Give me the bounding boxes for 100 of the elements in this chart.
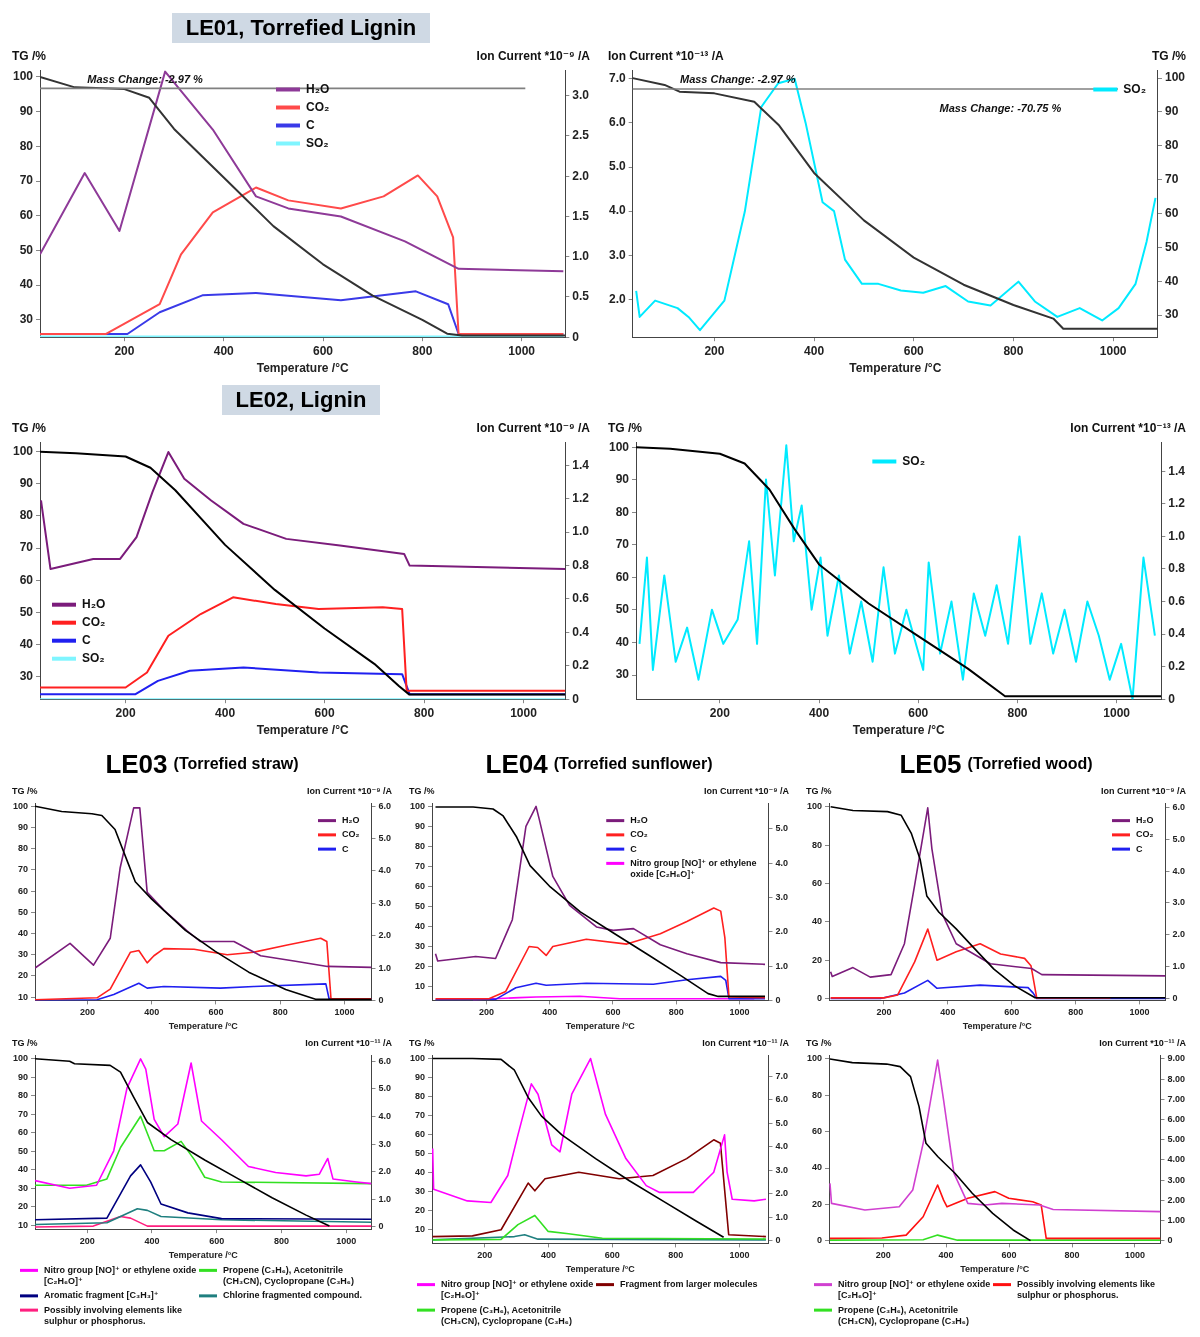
- x-axis-title: Temperature /°C: [962, 1021, 1033, 1032]
- x-axis-title: Temperature /°C: [168, 1021, 239, 1032]
- legend-label: H₂O: [82, 597, 106, 612]
- y2-tick-label: 2.0: [378, 1166, 391, 1177]
- x-tick-label: 200: [477, 1250, 493, 1261]
- x-tick-label: 800: [412, 343, 433, 358]
- y-tick-label: 70: [415, 861, 426, 872]
- y2-tick-label: 6.0: [378, 1055, 391, 1066]
- y-tick-label: 40: [19, 277, 34, 292]
- x-tick-label: 800: [273, 1236, 289, 1247]
- y-tick-label: 100: [12, 443, 34, 458]
- legend-label: SO₂: [1123, 81, 1146, 96]
- y2-tick-label: 100: [1164, 70, 1186, 85]
- x-tick-label: 200: [704, 343, 725, 358]
- y2-tick-label: 80: [1164, 138, 1179, 153]
- y-tick-label: 60: [18, 1127, 29, 1138]
- y-tick-label: 5.0: [608, 159, 626, 174]
- legend-label: Possibly involving elements like sulphur or phosphorus.: [44, 1304, 183, 1326]
- y2-tick-label: 40: [1164, 273, 1179, 288]
- legend-label: Nitro group [NO]⁺ or ethylene oxide [C₂H₆O]⁺: [838, 1279, 991, 1301]
- x-tick-label: 600: [314, 705, 335, 720]
- y2-tick-label: 7.0: [775, 1070, 788, 1081]
- x-tick-label: 1000: [1099, 343, 1127, 358]
- y2-tick-label: 50: [1164, 239, 1179, 254]
- y-tick-label: 30: [18, 949, 29, 960]
- y-tick-label: 80: [19, 508, 34, 523]
- y-axis-title: TG /%: [12, 1037, 38, 1048]
- x-tick-label: 600: [1001, 1250, 1017, 1261]
- y-tick-label: 30: [415, 1186, 426, 1197]
- y-tick-label: 40: [812, 1162, 823, 1173]
- y2-tick-label: 5.0: [1172, 833, 1185, 844]
- y-tick-label: 70: [19, 540, 34, 555]
- legend-label: CO₂: [630, 829, 648, 840]
- legend-label: C: [630, 843, 638, 854]
- x-tick-label: 200: [478, 1007, 494, 1018]
- chart-title: LE04: [485, 748, 548, 780]
- y2-tick-label: 4.0: [775, 857, 788, 868]
- y-tick-label: 7.0: [608, 71, 626, 86]
- y2-tick-label: 2.00: [1167, 1194, 1186, 1205]
- y-tick-label: 100: [12, 800, 29, 811]
- y2-tick-label: 60: [1164, 205, 1179, 220]
- legend-label: Nitro group [NO]⁺ or ethylene oxide [C₂H₆O]⁺: [44, 1264, 197, 1287]
- y2-tick-label: 0.2: [572, 658, 590, 673]
- x-tick-label: 800: [1003, 343, 1024, 358]
- y-tick-label: 6.0: [608, 115, 626, 130]
- y-tick-label: 40: [18, 928, 29, 939]
- x-tick-label: 800: [1064, 1250, 1080, 1261]
- y-tick-label: 20: [812, 1198, 823, 1209]
- y2-tick-label: 8.00: [1167, 1073, 1186, 1084]
- x-tick-label: 400: [213, 343, 235, 358]
- legend-label: Possibly involving elements like sulphur or phosphorus.: [1017, 1279, 1156, 1301]
- y-tick-label: 80: [812, 839, 823, 850]
- y-tick-label: 10: [18, 991, 29, 1002]
- y-tick-label: 80: [812, 1089, 823, 1100]
- y-tick-label: 20: [18, 1201, 29, 1212]
- legend-label: SO₂: [306, 135, 329, 150]
- y2-tick-label: 3.0: [572, 88, 590, 103]
- x-tick-label: 600: [908, 705, 929, 720]
- y2-tick-label: 1.0: [378, 1193, 391, 1204]
- x-tick-label: 800: [1007, 705, 1028, 720]
- x-tick-label: 400: [940, 1007, 956, 1018]
- y-tick-label: 100: [12, 69, 34, 84]
- y2-axis-title: Ion Current *10⁻¹¹ /A: [1099, 1037, 1187, 1048]
- x-tick-label: 400: [938, 1250, 954, 1261]
- y2-tick-label: 0.8: [1168, 561, 1186, 576]
- x-tick-label: 600: [313, 343, 334, 358]
- y2-tick-label: 0: [378, 1221, 384, 1232]
- y2-tick-label: 1.2: [1168, 496, 1186, 511]
- y2-axis-title: Ion Current *10⁻⁹ /A: [1100, 785, 1187, 796]
- y2-tick-label: 2.0: [775, 926, 788, 937]
- x-tick-label: 800: [668, 1007, 684, 1018]
- x-tick-label: 400: [215, 705, 236, 720]
- y-axis-title: TG /%: [409, 1037, 435, 1048]
- y2-tick-label: 0: [1168, 691, 1176, 706]
- y2-tick-label: 0: [572, 329, 580, 344]
- x-tick-label: 600: [208, 1007, 224, 1018]
- y-tick-label: 100: [409, 1052, 426, 1063]
- x-tick-label: 200: [875, 1250, 891, 1261]
- y-tick-label: 70: [415, 1110, 426, 1121]
- y-tick-label: 30: [18, 1182, 29, 1193]
- chart-subtitle: (Torrefied wood): [967, 755, 1093, 773]
- y2-tick-label: 6.00: [1167, 1113, 1186, 1124]
- y2-tick-label: 0: [775, 1235, 781, 1246]
- y-tick-label: 90: [19, 103, 34, 118]
- y-tick-label: 90: [415, 1071, 426, 1082]
- y-tick-label: 80: [415, 841, 426, 852]
- legend-label: H₂O: [306, 81, 330, 96]
- y-axis-title: TG /%: [806, 1037, 832, 1048]
- y-tick-label: 90: [18, 821, 29, 832]
- y-tick-label: 80: [18, 1090, 29, 1101]
- y2-tick-label: 4.0: [775, 1141, 788, 1152]
- y-tick-label: 100: [409, 801, 426, 812]
- x-tick-label: 1000: [336, 1236, 357, 1247]
- y2-tick-label: 70: [1164, 172, 1179, 187]
- y2-tick-label: 1.0: [1172, 961, 1185, 972]
- y-tick-label: 40: [812, 916, 823, 927]
- y-axis-title: TG /%: [806, 785, 832, 796]
- y-tick-label: 80: [19, 138, 34, 153]
- y-tick-label: 50: [18, 906, 29, 917]
- y-tick-label: 60: [18, 885, 29, 896]
